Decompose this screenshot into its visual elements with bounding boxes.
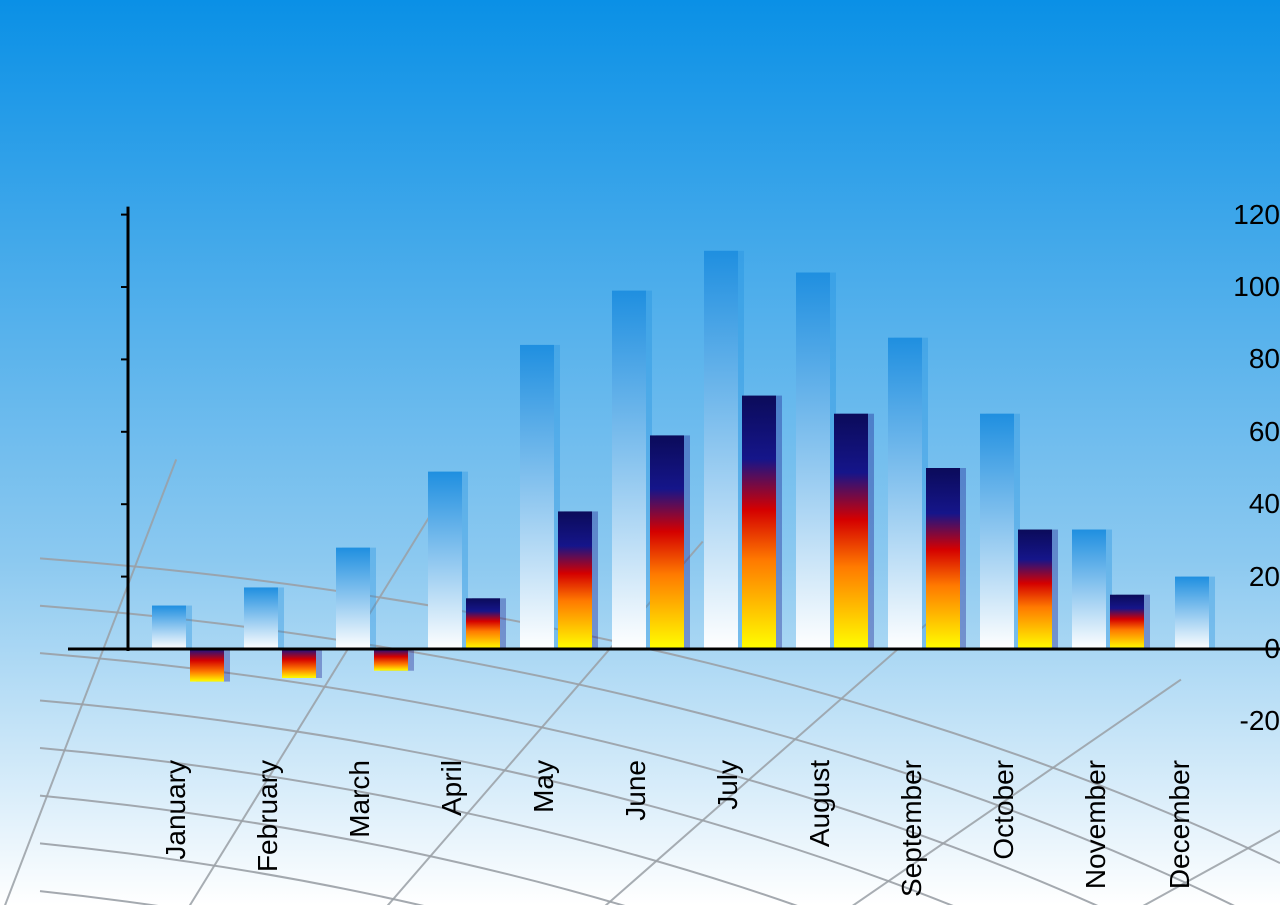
bar-secondary bbox=[834, 414, 868, 649]
x-category-label: February bbox=[252, 760, 284, 872]
bar-secondary bbox=[926, 468, 960, 649]
bar-primary bbox=[428, 472, 462, 649]
bar-secondary bbox=[558, 511, 592, 649]
x-category-label: May bbox=[528, 760, 560, 813]
x-category-label: November bbox=[1080, 760, 1112, 889]
bar-primary bbox=[244, 587, 278, 649]
bar-primary bbox=[612, 291, 646, 649]
y-tick-label: 0 bbox=[1162, 633, 1280, 665]
bar-secondary bbox=[282, 649, 316, 678]
bar-secondary bbox=[1018, 530, 1052, 649]
x-category-label: September bbox=[896, 760, 928, 897]
x-category-label: July bbox=[712, 760, 744, 810]
y-tick-label: 60 bbox=[1162, 416, 1280, 448]
x-category-label: December bbox=[1164, 760, 1196, 889]
y-tick-label: 80 bbox=[1162, 343, 1280, 375]
y-tick-label: 20 bbox=[1162, 561, 1280, 593]
bar-secondary bbox=[1110, 595, 1144, 649]
bar-secondary bbox=[466, 598, 500, 649]
bar-primary bbox=[152, 606, 186, 649]
x-category-label: August bbox=[804, 760, 836, 847]
bar-secondary bbox=[742, 396, 776, 649]
x-category-label: January bbox=[160, 760, 192, 860]
y-tick-label: -20 bbox=[1162, 705, 1280, 737]
y-tick-label: 100 bbox=[1162, 271, 1280, 303]
bar-primary bbox=[796, 273, 830, 649]
y-tick-label: 120 bbox=[1162, 199, 1280, 231]
bar-secondary bbox=[650, 435, 684, 649]
bar-primary bbox=[520, 345, 554, 649]
y-tick-label: 40 bbox=[1162, 488, 1280, 520]
bar-secondary bbox=[190, 649, 224, 682]
bar-primary bbox=[1072, 530, 1106, 649]
bar-primary bbox=[336, 548, 370, 649]
bar-secondary bbox=[374, 649, 408, 671]
bar-primary bbox=[980, 414, 1014, 649]
x-category-label: June bbox=[620, 760, 652, 821]
x-category-label: October bbox=[988, 760, 1020, 860]
x-category-label: April bbox=[436, 760, 468, 816]
bar-primary bbox=[704, 251, 738, 649]
bar-primary bbox=[888, 338, 922, 649]
x-category-label: March bbox=[344, 760, 376, 838]
chart-canvas: -20 0 20 40 60 80 100 120 January February March A… bbox=[0, 0, 1280, 905]
